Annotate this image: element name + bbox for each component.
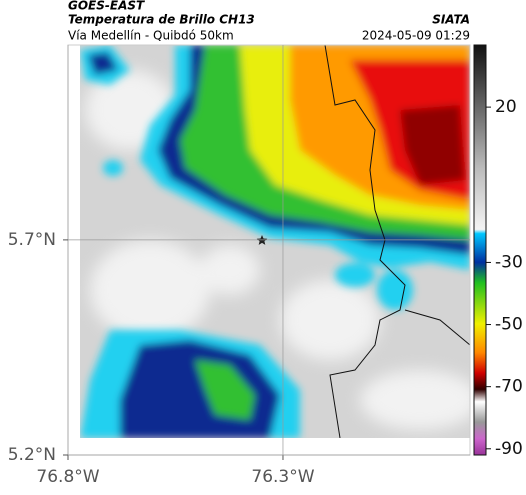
source: GOES-EAST (68, 0, 145, 13)
colorbar-tick-label: -50 (495, 315, 523, 335)
subtitle: Vía Medellín - Quibdó 50km (68, 29, 234, 43)
datetime: 2024-05-09 01:29 (362, 29, 470, 43)
title: Temperatura de Brillo CH13 (68, 13, 255, 27)
colorbar-tick-label: 20 (495, 97, 517, 117)
y-tick-label: 5.7°N (8, 230, 56, 250)
colorbar (473, 44, 487, 456)
y-tick-label: 5.2°N (8, 445, 56, 465)
agency: SIATA (432, 13, 470, 27)
borders (324, 45, 470, 438)
colorbar-tick-label: -90 (495, 439, 523, 459)
x-tick-label: 76.3°W (251, 467, 314, 487)
colorbar-tick-label: -70 (495, 377, 523, 397)
x-tick-label: 76.8°W (36, 467, 99, 487)
colorbar-tick-label: -30 (495, 252, 523, 272)
satellite-image (80, 45, 470, 438)
